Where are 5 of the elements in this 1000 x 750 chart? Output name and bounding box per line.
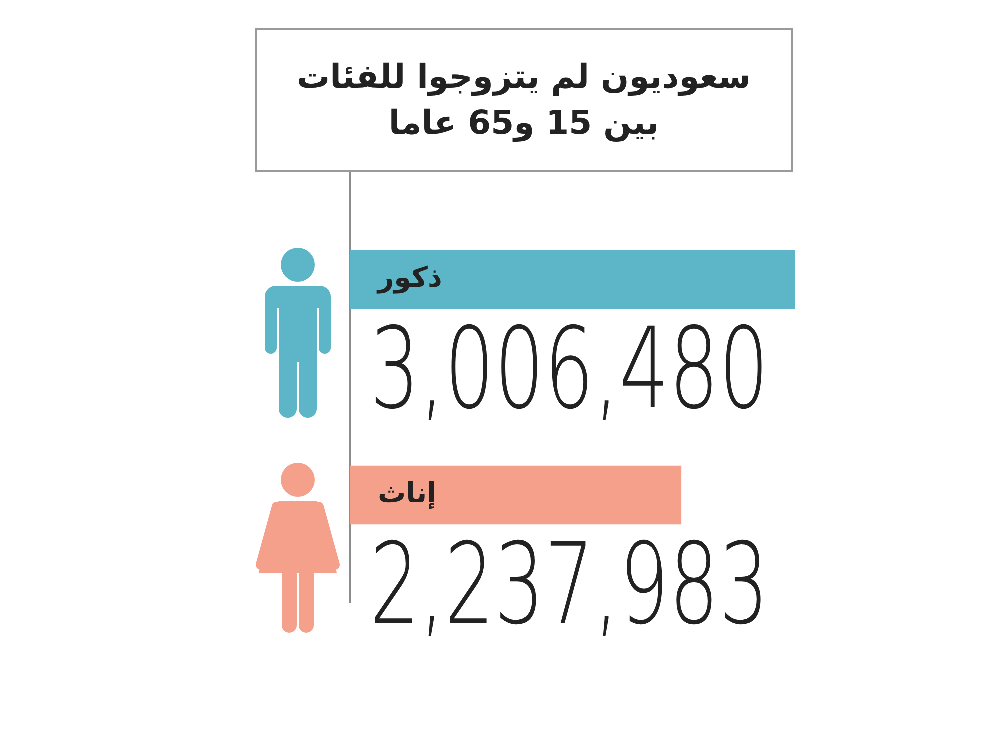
data-label: 2,237,983 — [370, 518, 769, 650]
y-tick-label: ذكور — [376, 261, 442, 294]
chart-title: سعوديون لم يتزوجوا للفئات بين 15 و65 عاما — [255, 28, 793, 172]
data-label: 3,006,480 — [370, 303, 769, 434]
y-tick-label: إناث — [378, 476, 437, 510]
